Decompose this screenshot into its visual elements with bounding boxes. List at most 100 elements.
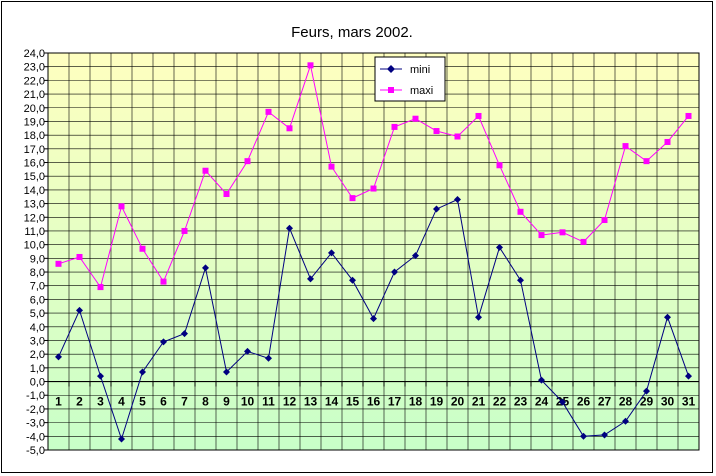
data-point-maxi <box>118 203 125 210</box>
y-tick-label: 14,0 <box>24 185 45 197</box>
data-point-mini <box>601 431 608 439</box>
data-point-mini <box>181 330 188 338</box>
x-tick-label: 24 <box>535 395 549 409</box>
y-tick-label: 0,0 <box>30 377 45 389</box>
x-tick-label: 22 <box>493 395 507 409</box>
y-tick-label: 24,0 <box>24 48 45 60</box>
chart-title: Feurs, mars 2002. <box>291 24 413 41</box>
legend: mini maxi <box>374 56 446 102</box>
y-tick-label: -5,0 <box>26 445 45 457</box>
x-tick-label: 1 <box>55 395 62 409</box>
y-tick-label: 12,0 <box>24 212 45 224</box>
x-tick-label: 6 <box>160 395 167 409</box>
data-point-mini <box>139 368 146 376</box>
data-point-mini <box>97 372 104 380</box>
series-layer <box>55 62 692 443</box>
data-point-maxi <box>202 167 209 174</box>
data-point-maxi <box>139 245 146 252</box>
data-point-mini <box>370 315 377 323</box>
y-tick-label: 5,0 <box>30 308 45 320</box>
data-point-mini <box>643 387 650 395</box>
data-point-maxi <box>244 158 251 165</box>
data-point-mini <box>622 417 629 425</box>
data-point-maxi <box>286 125 293 132</box>
data-point-mini <box>559 398 566 406</box>
y-tick-label: 6,0 <box>30 294 45 306</box>
y-tick-label: -3,0 <box>26 418 45 430</box>
data-point-mini <box>475 313 482 321</box>
legend-marker-mini <box>387 65 395 73</box>
data-point-mini <box>349 276 356 284</box>
data-point-maxi <box>307 62 314 69</box>
data-point-maxi <box>181 227 188 234</box>
y-tick-label: 15,0 <box>24 171 45 183</box>
data-point-mini <box>265 354 272 362</box>
data-point-maxi <box>664 138 671 145</box>
x-tick-label: 17 <box>388 395 402 409</box>
data-point-mini <box>55 353 62 361</box>
series-maxi <box>55 62 692 291</box>
data-point-maxi <box>265 108 272 115</box>
data-point-mini <box>307 275 314 283</box>
y-tick-label: 23,0 <box>24 62 45 74</box>
data-point-mini <box>580 432 587 440</box>
data-point-mini <box>496 243 503 251</box>
y-tick-label: -2,0 <box>26 404 45 416</box>
data-point-mini <box>286 224 293 232</box>
x-tick-label: 20 <box>451 395 465 409</box>
y-tick-label: 13,0 <box>24 199 45 211</box>
data-point-maxi <box>622 143 629 150</box>
y-tick-label: 1,0 <box>30 363 45 375</box>
y-tick-label: 19,0 <box>24 116 45 128</box>
y-tick-label: 11,0 <box>24 226 45 238</box>
y-tick-label: 22,0 <box>24 75 45 87</box>
x-tick-label: 9 <box>223 395 230 409</box>
x-tick-label: 12 <box>283 395 297 409</box>
x-tick-label: 28 <box>619 395 633 409</box>
y-tick-label: 7,0 <box>30 281 45 293</box>
x-tick-label: 11 <box>262 395 275 409</box>
data-point-mini <box>433 205 440 213</box>
x-tick-label: 15 <box>346 395 360 409</box>
data-point-mini <box>685 372 692 380</box>
data-point-maxi <box>475 112 482 119</box>
data-point-maxi <box>412 115 419 122</box>
data-point-mini <box>223 368 230 376</box>
data-point-mini <box>538 376 545 384</box>
x-tick-label: 4 <box>118 395 125 409</box>
y-tick-label: 10,0 <box>24 240 45 252</box>
x-tick-label: 27 <box>598 395 612 409</box>
y-tick-label: 17,0 <box>24 144 45 156</box>
legend-marker-maxi <box>388 87 394 93</box>
data-point-maxi <box>559 229 566 236</box>
plot-area <box>47 52 700 451</box>
y-tick-label: 4,0 <box>30 322 45 334</box>
legend-label-maxi: maxi <box>410 85 433 97</box>
y-tick-label: 3,0 <box>30 335 45 347</box>
legend-box <box>374 56 446 102</box>
x-tick-label: 8 <box>202 395 209 409</box>
x-tick-label: 29 <box>640 395 654 409</box>
data-point-mini <box>160 338 167 346</box>
y-tick-label: 18,0 <box>24 130 45 142</box>
y-tick-label: -1,0 <box>26 390 45 402</box>
data-point-maxi <box>349 195 356 202</box>
data-point-maxi <box>433 128 440 135</box>
data-point-mini <box>517 276 524 284</box>
legend-label-mini: mini <box>410 64 430 76</box>
data-point-mini <box>412 252 419 260</box>
y-tick-label: 21,0 <box>24 89 45 101</box>
data-point-maxi <box>517 208 524 215</box>
x-tick-label: 31 <box>682 395 696 409</box>
x-tick-label: 16 <box>367 395 381 409</box>
y-tick-label: 8,0 <box>30 267 45 279</box>
data-point-mini <box>118 435 125 443</box>
x-tick-label: 18 <box>409 395 423 409</box>
data-point-maxi <box>454 133 461 140</box>
x-tick-label: 3 <box>97 395 104 409</box>
data-point-maxi <box>685 112 692 119</box>
x-axis: 1 2 3 4 5 6 7 8 9 10 11 12 13 14 15 16 17 18 19 20 21 22 23 24 2… <box>47 380 699 409</box>
y-tick-label: 20,0 <box>24 103 45 115</box>
data-point-maxi <box>160 278 167 285</box>
data-point-maxi <box>601 217 608 224</box>
